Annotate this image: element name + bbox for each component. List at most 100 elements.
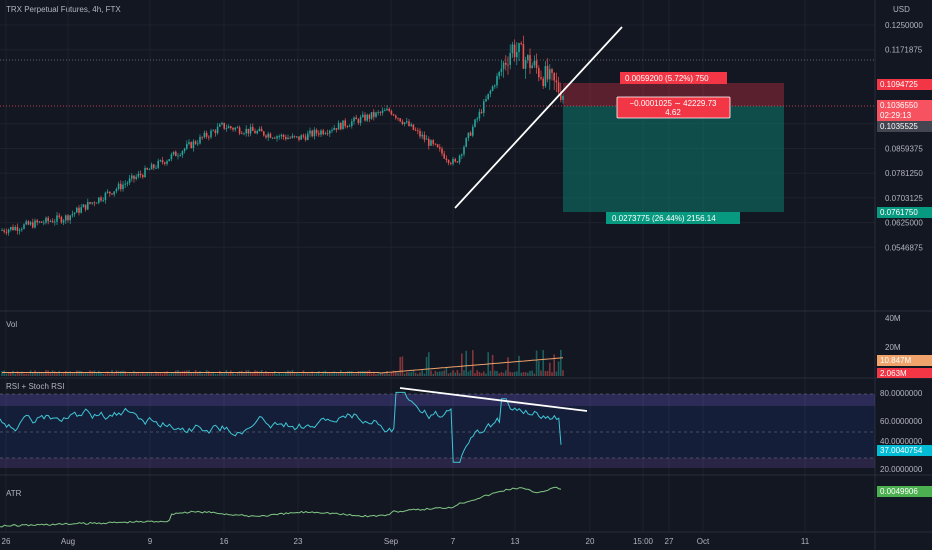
candle-body	[69, 215, 71, 221]
volume-bar	[280, 373, 283, 376]
candle-body	[232, 127, 234, 130]
volume-bar	[432, 373, 434, 376]
candle-body	[265, 135, 267, 138]
volume-bar	[324, 370, 327, 376]
candle-body	[223, 122, 225, 129]
volume-bar	[234, 373, 236, 376]
volume-bar	[485, 373, 487, 376]
volume-bar	[172, 372, 175, 376]
risk-label-box	[620, 72, 727, 84]
candle-body	[278, 136, 280, 138]
volume-bar	[139, 373, 142, 376]
candle-body	[516, 52, 518, 58]
candle-body	[386, 108, 388, 111]
rsi-line	[0, 391, 562, 464]
candle-body	[131, 175, 133, 179]
candle-body	[551, 69, 553, 73]
candle-body	[10, 227, 12, 230]
candle-body	[117, 183, 120, 189]
time-label: Aug	[61, 537, 75, 546]
volume-bar	[223, 373, 225, 376]
volume-bar	[320, 373, 322, 376]
time-label: 20	[586, 537, 595, 546]
candle-body	[443, 153, 445, 159]
volume-bar	[318, 371, 320, 376]
volume-bar	[412, 370, 415, 376]
volume-last-badge	[877, 368, 932, 378]
volume-bar	[78, 370, 80, 376]
candle-body	[164, 162, 166, 164]
time-label: Sep	[384, 537, 399, 546]
candle-body	[170, 154, 173, 160]
volume-bar	[447, 373, 450, 376]
time-label: 7	[451, 537, 456, 546]
volume-bar	[377, 373, 379, 376]
volume-bar	[513, 371, 516, 376]
volume-bar	[249, 371, 252, 376]
candle-body	[531, 65, 533, 69]
candle-body	[89, 202, 91, 204]
candle-body	[38, 221, 41, 223]
trend-line-resistance[interactable]	[399, 387, 588, 412]
volume-bar	[500, 372, 503, 376]
trend-line-support[interactable]	[454, 26, 623, 209]
candle-body	[133, 175, 135, 179]
candle-body	[256, 131, 258, 134]
volume-bar	[47, 370, 49, 376]
candle-body	[91, 202, 93, 204]
candle-body	[201, 136, 203, 138]
volume-ma-line	[2, 357, 564, 374]
volume-bar	[423, 373, 426, 376]
candle-body	[157, 160, 159, 168]
last-price-badge	[877, 100, 932, 121]
candle-body	[377, 112, 379, 114]
volume-bar	[436, 371, 439, 376]
volume-bar	[102, 373, 104, 376]
volume-bar	[71, 372, 74, 376]
volume-bar	[87, 373, 89, 376]
candle-body	[392, 114, 395, 116]
volume-bar	[199, 371, 201, 376]
candle-body	[311, 130, 313, 137]
candle-body	[370, 112, 373, 119]
volume-bar	[329, 372, 331, 376]
volume-bar	[300, 373, 302, 376]
candle-body	[280, 134, 283, 137]
volume-bar	[186, 370, 188, 376]
volume-bar	[480, 373, 483, 376]
volume-bar	[357, 371, 360, 376]
candle-body	[109, 191, 111, 194]
candle-body	[227, 126, 230, 129]
volume-bar	[208, 371, 210, 376]
candle-body	[410, 124, 412, 127]
candle-body	[375, 112, 377, 117]
candle-body	[439, 147, 441, 149]
candle-body	[192, 141, 195, 149]
candle-body	[379, 112, 382, 114]
volume-bar	[51, 370, 54, 376]
volume-bar	[456, 370, 459, 376]
candle-body	[300, 135, 302, 140]
candle-body	[276, 136, 278, 139]
volume-bar	[243, 373, 245, 376]
time-label: 9	[148, 537, 153, 546]
candle-body	[32, 222, 34, 228]
volume-bar	[29, 370, 32, 376]
volume-bar	[214, 373, 217, 376]
stop-price-text: 0.1094725	[880, 80, 918, 89]
volume-bar	[388, 373, 390, 376]
volume-bar	[40, 372, 43, 376]
candle-body	[144, 168, 146, 178]
volume-bar	[362, 370, 364, 376]
candle-body	[456, 161, 459, 163]
volume-bar	[425, 356, 428, 376]
volume-bar	[135, 372, 137, 376]
candle-body	[172, 151, 175, 155]
candle-body	[353, 117, 355, 122]
candle-body	[139, 173, 142, 176]
volume-bar	[285, 371, 287, 376]
volume-bar	[540, 370, 542, 376]
candle-body	[175, 151, 177, 157]
volume-bar	[192, 372, 195, 376]
